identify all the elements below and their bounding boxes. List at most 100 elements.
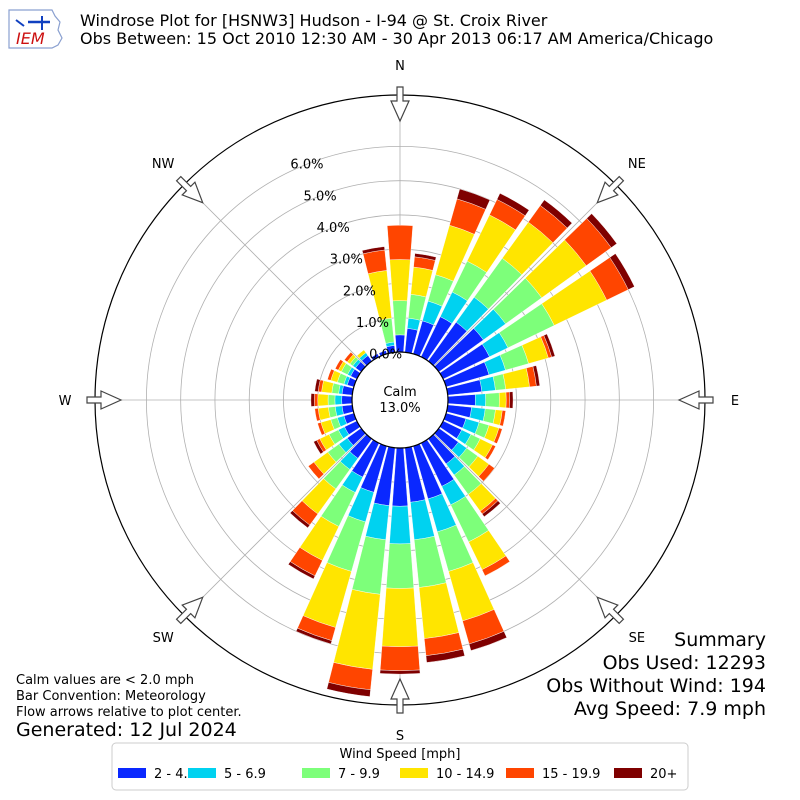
notes: Calm values are < 2.0 mph Bar Convention… [16, 673, 242, 741]
bar-160deg-bin-5 [468, 631, 508, 651]
bar-300deg-bin-4 [334, 359, 344, 371]
legend-frame [111, 742, 689, 791]
bar-210deg-bin-5 [287, 561, 316, 580]
bar-80deg-bin-5 [532, 365, 541, 387]
summary-title: Summary [674, 629, 766, 651]
direction-labels: N NE E SE S SW W NW [59, 59, 740, 744]
note-generated: Generated: 12 Jul 2024 [16, 719, 237, 741]
bar-150deg-bin-4 [481, 555, 511, 577]
radial-tick-label: 5.0% [304, 189, 337, 204]
bar-layer [287, 188, 635, 697]
grid-spoke [184, 433, 367, 616]
legend: Wind Speed [mph] 2 - 4.9 5 - 6.9 7 - 9.9 10… [111, 742, 689, 791]
direction-label-se: SE [629, 631, 645, 646]
radial-tick-label: 1.0% [356, 316, 389, 331]
legend-swatch [400, 768, 428, 778]
summary-avg-speed: Avg Speed: 7.9 mph [574, 698, 766, 720]
legend-swatch [302, 768, 330, 778]
bar-90deg-bin-5 [509, 391, 514, 409]
note-flow-arrows: Flow arrows relative to plot center. [16, 705, 242, 720]
summary-box: Summary Obs Used: 12293 Obs Without Wind… [546, 629, 766, 720]
bar-90deg-bin-1 [474, 393, 486, 407]
calm-value: 13.0% [379, 401, 420, 416]
flow-arrow-icon [175, 175, 204, 204]
grid-spoke [184, 184, 367, 367]
logo-text: IEM [16, 29, 45, 48]
bar-90deg-bin-0 [447, 394, 476, 406]
bar-120deg-bin-4 [484, 444, 496, 461]
bar-180deg-bin-0 [392, 447, 408, 507]
bar-270deg-bin-0 [341, 395, 353, 405]
bar-180deg-bin-1 [389, 505, 411, 545]
legend-swatch [506, 768, 534, 778]
direction-label-e: E [731, 394, 739, 409]
bar-10deg-bin-2 [408, 294, 427, 321]
legend-swatch [118, 768, 146, 778]
flow-arrow-icon [86, 390, 123, 410]
legend-label: 10 - 14.9 [436, 767, 494, 782]
grid-spoke [433, 433, 616, 616]
direction-label-ne: NE [628, 157, 646, 172]
bar-140deg-bin-5 [481, 500, 501, 518]
radial-tick-label: 4.0% [317, 221, 350, 236]
bar-280deg-bin-0 [341, 385, 354, 396]
bar-10deg-bin-5 [414, 253, 437, 261]
direction-label-nw: NW [152, 157, 175, 172]
bar-240deg-bin-5 [313, 440, 324, 455]
bar-90deg-bin-3 [498, 392, 507, 408]
bar-0deg-bin-2 [392, 300, 408, 336]
bar-260deg-bin-4 [314, 408, 321, 422]
note-bar-convention: Bar Convention: Meteorology [16, 689, 206, 704]
radial-tick-label: 2.0% [343, 284, 376, 299]
bar-180deg-bin-2 [385, 543, 415, 589]
bar-10deg-bin-3 [410, 266, 434, 298]
bar-350deg-bin-4 [362, 249, 388, 274]
direction-label-s: S [396, 729, 404, 744]
bar-180deg-bin-3 [381, 587, 419, 647]
flow-arrow-icon [175, 596, 204, 625]
flow-arrow-icon [390, 86, 410, 123]
bar-270deg-bin-5 [310, 393, 315, 407]
direction-label-n: N [395, 59, 405, 74]
bar-220deg-bin-5 [289, 510, 311, 529]
bar-40deg-bin-5 [540, 199, 573, 229]
radial-tick-label: 6.0% [290, 158, 323, 173]
legend-label: 7 - 9.9 [338, 767, 380, 782]
bar-130deg-bin-4 [478, 463, 495, 482]
bar-290deg-bin-4 [327, 368, 335, 381]
note-calm: Calm values are < 2.0 mph [16, 673, 194, 688]
bar-260deg-bin-0 [341, 404, 354, 415]
direction-label-w: W [59, 394, 72, 409]
grid-spoke [433, 184, 616, 367]
bar-70deg-bin-5 [543, 333, 556, 358]
polar-plot: Calm 13.0% 0.0%1.0%2.0%3.0%4.0%5.0%6.0% … [59, 59, 740, 744]
bar-310deg-bin-4 [344, 351, 354, 363]
bar-100deg-bin-4 [499, 410, 506, 427]
bar-80deg-bin-3 [502, 367, 530, 390]
flow-arrow-icon [596, 175, 625, 204]
flow-arrow-icon [596, 596, 625, 625]
bar-270deg-bin-4 [314, 393, 319, 407]
bar-0deg-bin-3 [389, 259, 411, 302]
chart-title: Windrose Plot for [HSNW3] Hudson - I-94 … [80, 11, 548, 30]
bar-200deg-bin-5 [295, 627, 333, 645]
iem-logo: IEM [8, 9, 63, 49]
bar-90deg-bin-4 [505, 391, 510, 409]
legend-swatch [188, 768, 216, 778]
bar-80deg-bin-1 [479, 376, 496, 392]
direction-arrows [86, 86, 714, 714]
bar-270deg-bin-3 [317, 393, 329, 407]
radial-tick-labels: 0.0% 1.0% 2.0% 3.0% 4.0% 5.0% 6.0% [290, 158, 402, 363]
bar-110deg-bin-4 [493, 427, 503, 444]
bar-90deg-bin-2 [485, 392, 500, 408]
bar-60deg-bin-5 [609, 253, 635, 290]
radial-tick-label: 0.0% [369, 348, 402, 363]
legend-label: 20+ [650, 767, 677, 782]
flow-arrow-icon [390, 677, 410, 714]
bar-190deg-bin-5 [326, 682, 371, 697]
bar-30deg-bin-5 [496, 193, 530, 217]
bar-50deg-bin-5 [586, 213, 618, 248]
bar-180deg-bin-4 [379, 645, 421, 671]
legend-swatch [614, 768, 642, 778]
